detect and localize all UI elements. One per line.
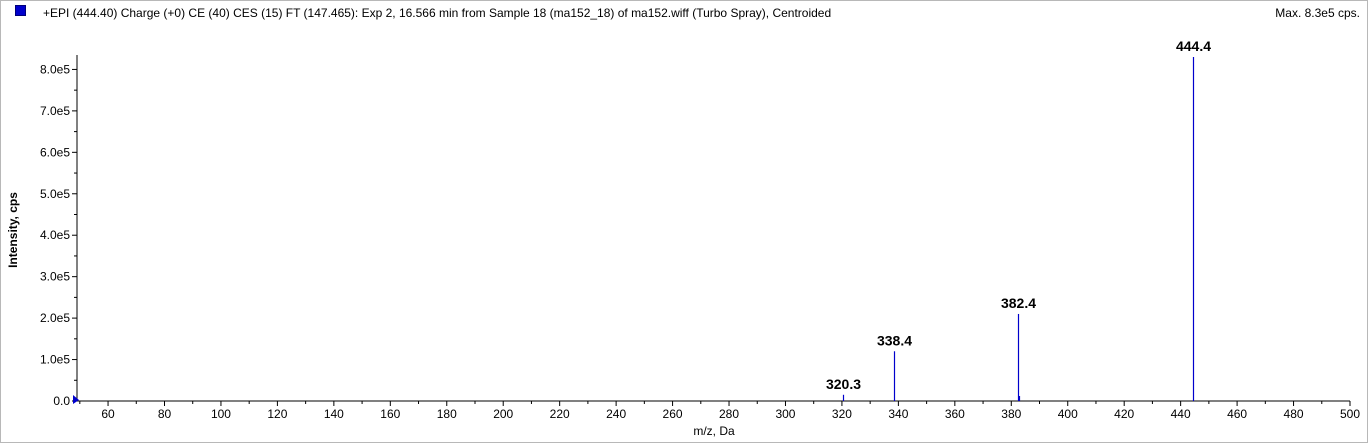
start-marker-icon bbox=[73, 395, 79, 404]
peak-label: 382.4 bbox=[1001, 295, 1036, 311]
x-tick-label: 500 bbox=[1340, 407, 1360, 421]
y-tick-label: 3.0e5 bbox=[40, 270, 70, 284]
x-tick-label: 460 bbox=[1227, 407, 1247, 421]
chart-title: +EPI (444.40) Charge (+0) CE (40) CES (1… bbox=[43, 6, 832, 20]
peak-label: 444.4 bbox=[1176, 38, 1211, 54]
x-tick-label: 80 bbox=[158, 407, 172, 421]
x-tick-label: 340 bbox=[888, 407, 908, 421]
y-tick-label: 5.0e5 bbox=[40, 187, 70, 201]
y-tick-label: 0.0 bbox=[53, 394, 70, 408]
peak-label: 338.4 bbox=[877, 332, 912, 348]
x-tick-label: 280 bbox=[719, 407, 739, 421]
x-tick-label: 200 bbox=[493, 407, 513, 421]
x-tick-label: 140 bbox=[324, 407, 344, 421]
x-tick-label: 240 bbox=[606, 407, 626, 421]
x-tick-label: 360 bbox=[945, 407, 965, 421]
x-tick-label: 320 bbox=[832, 407, 852, 421]
x-tick-label: 380 bbox=[1001, 407, 1021, 421]
y-tick-label: 6.0e5 bbox=[40, 145, 70, 159]
peak-label: 320.3 bbox=[826, 376, 861, 392]
x-axis-label: m/z, Da bbox=[693, 424, 735, 438]
max-intensity-label: Max. 8.3e5 cps. bbox=[1275, 6, 1360, 20]
series-legend-marker[interactable] bbox=[15, 5, 26, 16]
x-tick-label: 220 bbox=[550, 407, 570, 421]
x-tick-label: 180 bbox=[437, 407, 457, 421]
x-tick-label: 400 bbox=[1058, 407, 1078, 421]
y-tick-label: 2.0e5 bbox=[40, 311, 70, 325]
x-tick-label: 100 bbox=[211, 407, 231, 421]
x-tick-label: 260 bbox=[663, 407, 683, 421]
x-tick-label: 420 bbox=[1114, 407, 1134, 421]
x-tick-label: 120 bbox=[267, 407, 287, 421]
x-tick-label: 160 bbox=[380, 407, 400, 421]
x-tick-label: 300 bbox=[775, 407, 795, 421]
y-tick-label: 7.0e5 bbox=[40, 104, 70, 118]
y-tick-label: 1.0e5 bbox=[40, 353, 70, 367]
x-tick-label: 480 bbox=[1284, 407, 1304, 421]
x-tick-label: 60 bbox=[101, 407, 115, 421]
x-tick-label: 440 bbox=[1171, 407, 1191, 421]
y-tick-label: 4.0e5 bbox=[40, 228, 70, 242]
y-tick-label: 8.0e5 bbox=[40, 62, 70, 76]
